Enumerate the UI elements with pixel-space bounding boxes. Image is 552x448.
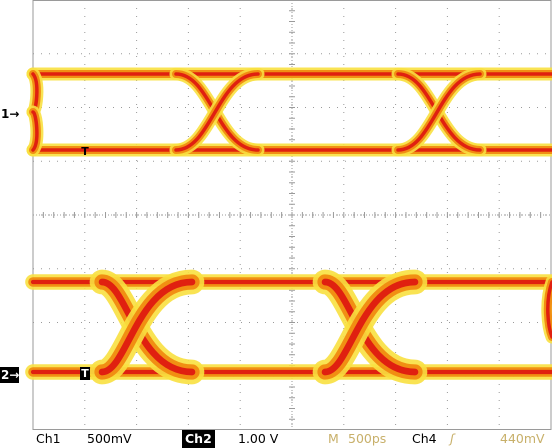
channel1-marker[interactable]: 1→ [0, 106, 19, 122]
trigger-level[interactable]: 440mV [500, 431, 545, 446]
ch2-rising-edge [321, 278, 419, 376]
timebase-value[interactable]: 500ps [348, 431, 387, 446]
channel1-marker-label: 1 [1, 107, 10, 121]
eye-diagram-traces [25, 67, 552, 385]
ch1-scale[interactable]: 500mV [87, 431, 132, 446]
ch2-label[interactable]: Ch2 [182, 430, 215, 448]
status-bar: Ch1 500mV Ch2 1.00 V M 500ps Ch4 ʃ 440mV [0, 430, 552, 448]
ch2-scale[interactable]: 1.00 V [238, 431, 279, 446]
ch2-rising-edge [98, 278, 196, 376]
channel2-marker-label: 2 [1, 368, 10, 382]
ch1-rising-edge [174, 72, 260, 152]
graticule [32, 0, 552, 430]
ch1-left-edge [31, 110, 39, 152]
trigger-marker-ch1: T [81, 145, 89, 158]
waveform-display[interactable] [0, 0, 552, 430]
ch2-right-edge [546, 280, 552, 339]
timebase-label: M [328, 431, 339, 446]
channel2-marker[interactable]: 2→ [0, 367, 19, 383]
rising-edge-icon: ʃ [450, 431, 455, 446]
trigger-marker-ch2: T [80, 367, 90, 380]
screen-border [32, 0, 552, 430]
ch1-label[interactable]: Ch1 [36, 431, 61, 446]
right-arrow-icon: → [9, 107, 20, 121]
trigger-source[interactable]: Ch4 [412, 431, 437, 446]
ch1-rising-edge [396, 72, 482, 152]
right-arrow-icon: → [9, 368, 20, 382]
